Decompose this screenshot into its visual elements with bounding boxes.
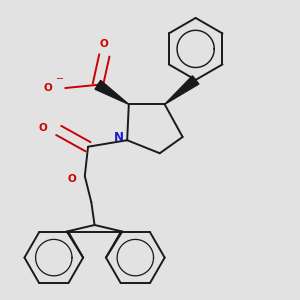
Polygon shape xyxy=(95,80,129,104)
Text: O: O xyxy=(100,39,109,49)
Polygon shape xyxy=(165,76,199,104)
Text: N: N xyxy=(114,131,124,144)
Text: O: O xyxy=(39,123,47,133)
Text: O: O xyxy=(68,174,76,184)
Text: −: − xyxy=(56,74,64,84)
Text: O: O xyxy=(44,83,52,93)
